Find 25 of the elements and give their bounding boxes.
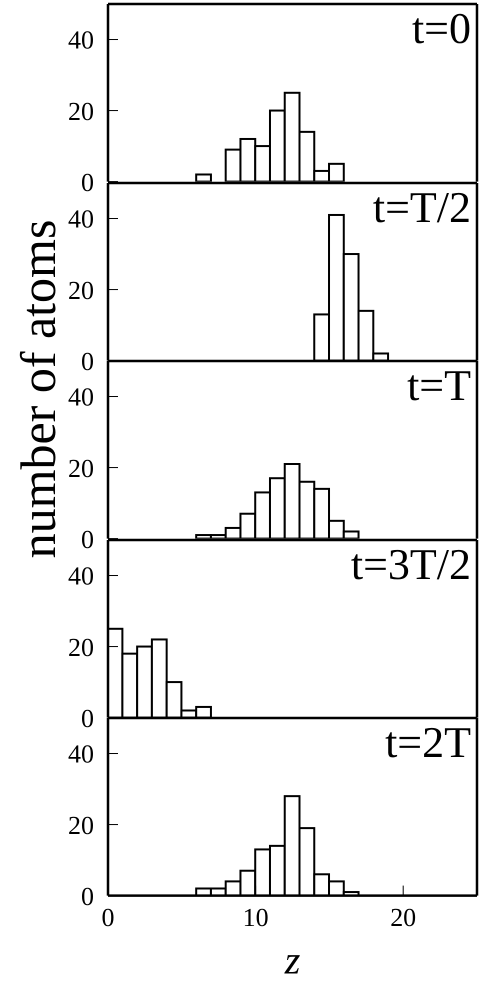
y-tick-label: 20 (68, 454, 94, 483)
y-tick-label: 20 (68, 632, 94, 662)
y-tick-label: 20 (68, 275, 94, 304)
y-tick-label: 0 (81, 704, 94, 733)
y-tick-label: 0 (81, 525, 94, 554)
y-tick-label: 40 (68, 204, 94, 234)
annotation: t=0 (412, 4, 471, 53)
annotation: t=2T (385, 718, 471, 768)
x-axis-title: z (284, 938, 301, 982)
y-tick-label: 0 (81, 882, 94, 912)
y-tick-label: 40 (68, 26, 94, 55)
y-tick-label: 0 (81, 346, 94, 376)
y-axis-title: number of atoms (9, 220, 67, 559)
x-tick-label: 20 (390, 903, 416, 932)
x-tick-label: 0 (102, 903, 115, 932)
y-tick-label: 40 (68, 562, 94, 591)
annotation: t=T/2 (372, 182, 471, 232)
y-tick-label: 20 (68, 96, 94, 126)
annotation: t=T (407, 361, 471, 410)
x-tick-label: 10 (242, 903, 269, 932)
y-tick-label: 20 (68, 811, 94, 840)
annotation: t=3T/2 (350, 540, 471, 589)
y-tick-label: 0 (81, 168, 94, 197)
y-tick-label: 40 (68, 382, 94, 412)
y-tick-label: 40 (68, 740, 94, 770)
